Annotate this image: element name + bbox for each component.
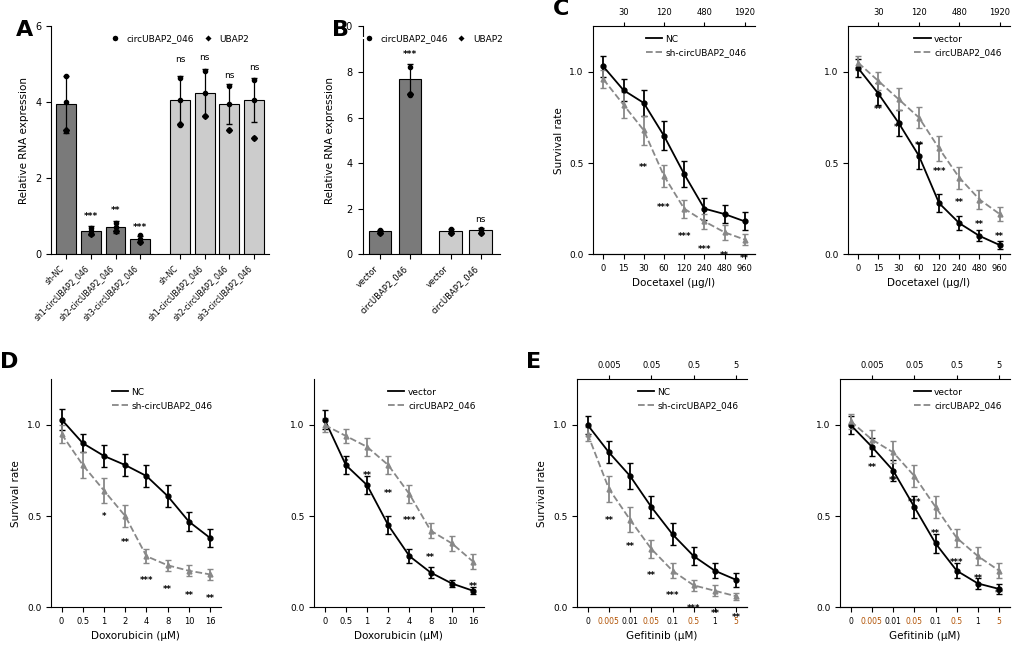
X-axis label: Doxorubicin (μM): Doxorubicin (μM) [92, 632, 180, 642]
Bar [244, 100, 264, 254]
Bar [130, 239, 150, 254]
Text: ***: *** [677, 232, 690, 242]
Text: ns: ns [224, 71, 234, 80]
Bar [219, 104, 239, 254]
Bar [439, 232, 462, 254]
Legend: circUBAP2_046, UBAP2: circUBAP2_046, UBAP2 [102, 31, 253, 47]
Text: **: ** [163, 585, 172, 595]
Text: **: ** [974, 220, 983, 228]
X-axis label: Docetaxel (μg/l): Docetaxel (μg/l) [632, 279, 715, 288]
Text: ***: *** [84, 212, 98, 220]
Text: **: ** [625, 542, 634, 550]
Text: **: ** [120, 538, 129, 547]
Text: **: ** [206, 595, 214, 603]
Bar [106, 227, 125, 254]
Text: ***: *** [665, 591, 679, 600]
Text: C: C [552, 0, 569, 19]
Y-axis label: Survival rate: Survival rate [11, 460, 21, 527]
Text: **: ** [994, 589, 1003, 598]
Text: **: ** [894, 123, 902, 132]
Text: **: ** [930, 529, 940, 538]
Text: **: ** [383, 489, 392, 498]
Text: ***: *** [931, 167, 945, 176]
Text: **: ** [426, 552, 435, 562]
Bar [170, 100, 190, 254]
Text: **: ** [362, 471, 371, 480]
Text: ns: ns [174, 55, 185, 65]
Bar [469, 230, 491, 254]
Text: **: ** [184, 591, 194, 600]
X-axis label: Docetaxel (μg/l): Docetaxel (μg/l) [887, 279, 970, 288]
Text: **: ** [972, 574, 981, 583]
X-axis label: Gefitinib (μM): Gefitinib (μM) [889, 632, 960, 642]
Text: **: ** [731, 612, 740, 622]
X-axis label: Gefitinib (μM): Gefitinib (μM) [626, 632, 697, 642]
Text: ns: ns [249, 63, 259, 72]
Bar [56, 104, 76, 254]
Text: **: ** [873, 105, 882, 114]
Text: ***: *** [403, 50, 417, 59]
Text: *: * [102, 512, 106, 521]
Text: *: * [343, 458, 347, 467]
Text: D: D [0, 352, 18, 372]
Text: **: ** [740, 254, 749, 263]
Bar [368, 232, 390, 254]
Text: **: ** [888, 476, 897, 485]
Text: **: ** [995, 232, 1004, 242]
Text: ***: *** [403, 516, 416, 525]
Text: **: ** [468, 581, 477, 591]
Text: ns: ns [475, 215, 485, 224]
Legend: NC, sh-circUBAP2_046: NC, sh-circUBAP2_046 [634, 384, 742, 414]
Text: **: ** [954, 198, 963, 207]
Legend: vector, circUBAP2_046: vector, circUBAP2_046 [910, 384, 1005, 414]
Bar [195, 93, 214, 254]
Text: **: ** [866, 463, 875, 473]
Legend: circUBAP2_046, UBAP2: circUBAP2_046, UBAP2 [356, 31, 506, 47]
Text: ***: *** [697, 245, 710, 254]
Bar [398, 79, 421, 254]
Text: ***: *** [949, 558, 963, 567]
Y-axis label: Relative RNA expression: Relative RNA expression [19, 77, 30, 204]
Bar [81, 230, 101, 254]
Text: E: E [526, 352, 541, 372]
Text: ***: *** [140, 576, 153, 585]
Text: **: ** [111, 207, 120, 215]
Text: **: ** [719, 251, 729, 259]
Y-axis label: Survival rate: Survival rate [537, 460, 547, 527]
Y-axis label: Relative RNA expression: Relative RNA expression [325, 77, 334, 204]
Legend: vector, circUBAP2_046: vector, circUBAP2_046 [384, 384, 479, 414]
Text: **: ** [646, 571, 655, 579]
Legend: NC, sh-circUBAP2_046: NC, sh-circUBAP2_046 [108, 384, 216, 414]
Legend: NC, sh-circUBAP2_046: NC, sh-circUBAP2_046 [642, 31, 750, 61]
Text: **: ** [604, 516, 612, 525]
Legend: vector, circUBAP2_046: vector, circUBAP2_046 [910, 31, 1005, 61]
X-axis label: Doxorubicin (μM): Doxorubicin (μM) [354, 632, 443, 642]
Text: ***: *** [907, 498, 920, 507]
Text: **: ** [710, 609, 718, 618]
Text: **: ** [639, 163, 648, 172]
Text: A: A [16, 20, 34, 40]
Text: **: ** [913, 141, 922, 150]
Text: ***: *** [687, 603, 700, 612]
Y-axis label: Survival rate: Survival rate [553, 107, 564, 174]
Text: ***: *** [656, 203, 671, 212]
Text: ***: *** [132, 223, 147, 232]
Text: B: B [332, 20, 348, 40]
Text: ns: ns [200, 53, 210, 63]
